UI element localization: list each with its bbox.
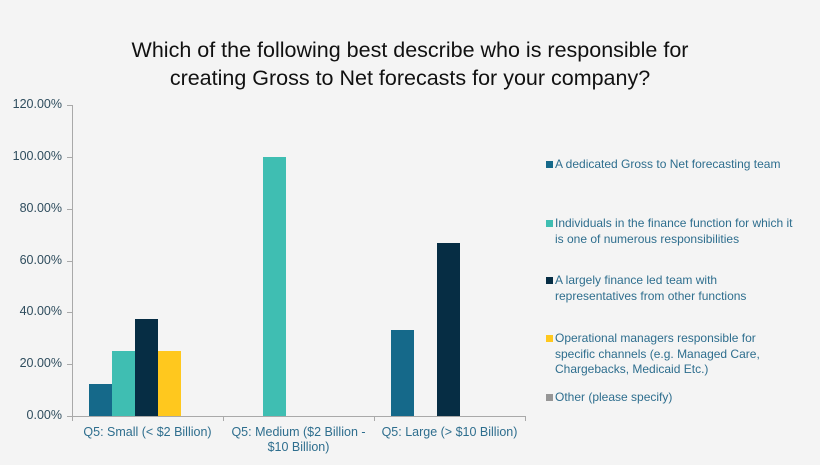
x-category-label: Q5: Large (> $10 Billion) — [381, 425, 518, 439]
x-tick-mark — [525, 416, 526, 421]
x-axis-line — [72, 416, 525, 417]
x-category-label: Q5: Small (< $2 Billion) — [83, 425, 212, 439]
legend-item: Other (please specify) — [546, 390, 816, 406]
legend-label: A dedicated Gross to Net forecasting tea… — [555, 157, 781, 171]
legend-swatch-icon — [546, 394, 553, 401]
y-tick-label: 120.00% — [12, 97, 62, 111]
y-tick-mark — [67, 416, 72, 417]
y-tick-mark — [67, 156, 72, 158]
legend-label: Individuals in the finance function for … — [555, 216, 793, 246]
bar — [89, 383, 112, 416]
legend-swatch-icon — [546, 161, 553, 168]
y-tick-label: 40.00% — [19, 304, 62, 319]
y-tick-mark — [67, 364, 72, 366]
x-tick-mark — [72, 416, 73, 421]
chart-title-line-2: creating Gross to Net forecasts for your… — [169, 66, 651, 90]
bar — [391, 329, 414, 416]
y-tick-label: 20.00% — [19, 356, 62, 371]
bar — [263, 156, 286, 416]
chart-title-line-1: Which of the following best describe who… — [131, 38, 689, 62]
bar — [437, 243, 460, 416]
y-tick-mark — [67, 260, 72, 262]
y-tick-label: 60.00% — [19, 252, 62, 267]
y-tick-mark — [67, 208, 72, 210]
y-tick-label: 0.00% — [26, 408, 62, 422]
y-axis-line — [72, 105, 73, 416]
x-tick-mark — [374, 416, 375, 421]
legend-item: A largely finance led team with represent… — [546, 273, 816, 304]
legend-label: A largely finance led team with represent… — [555, 273, 747, 303]
legend-item: Individuals in the finance function for … — [546, 216, 816, 247]
x-tick-mark — [223, 416, 224, 421]
y-tick-label: 80.00% — [19, 200, 62, 215]
bar — [112, 351, 135, 416]
legend-label: Operational managers responsible for spec… — [555, 331, 760, 376]
legend-item: A dedicated Gross to Net forecasting tea… — [546, 157, 816, 173]
legend-swatch-icon — [546, 220, 553, 227]
y-tick-mark — [67, 312, 72, 314]
bar — [135, 318, 158, 416]
legend-item: Operational managers responsible for spec… — [546, 331, 816, 378]
x-category-label: Q5: Medium ($2 Billion - $10 Billion) — [231, 425, 366, 454]
legend-swatch-icon — [546, 277, 553, 284]
bar — [158, 351, 181, 416]
y-tick-label: 100.00% — [12, 148, 62, 163]
chart-title: Which of the following best describe who… — [60, 36, 760, 92]
y-tick-mark — [67, 105, 72, 106]
legend-swatch-icon — [546, 335, 553, 342]
legend-label: Other (please specify) — [555, 390, 673, 404]
